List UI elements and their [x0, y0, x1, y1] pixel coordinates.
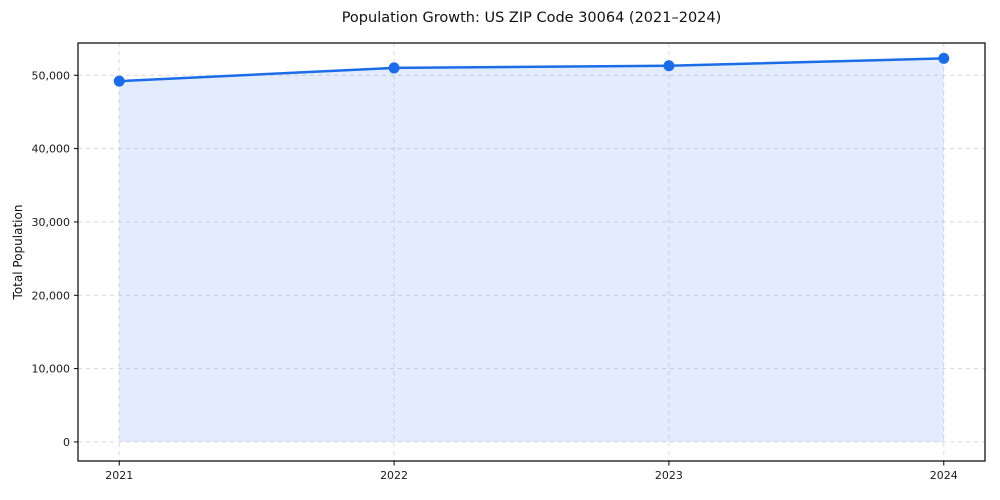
data-point [663, 60, 675, 72]
x-tick-label: 2024 [930, 469, 958, 482]
x-tick-label: 2023 [655, 469, 683, 482]
y-tick-label: 20,000 [32, 289, 71, 302]
plot-border [77, 42, 986, 462]
data-point [113, 75, 125, 87]
y-tick-label: 50,000 [32, 69, 71, 82]
data-point [938, 52, 950, 64]
area-fill [119, 58, 944, 442]
chart-title: Population Growth: US ZIP Code 30064 (20… [341, 10, 722, 26]
series-line [117, 57, 946, 83]
y-tick-label: 10,000 [32, 363, 71, 376]
data-point [388, 62, 400, 74]
y-tick-label: 30,000 [32, 216, 71, 229]
y-tick-label: 0 [63, 436, 70, 449]
x-tick-label: 2021 [105, 469, 133, 482]
y-tick-label: 40,000 [32, 143, 71, 156]
x-tick-label: 2022 [380, 469, 408, 482]
